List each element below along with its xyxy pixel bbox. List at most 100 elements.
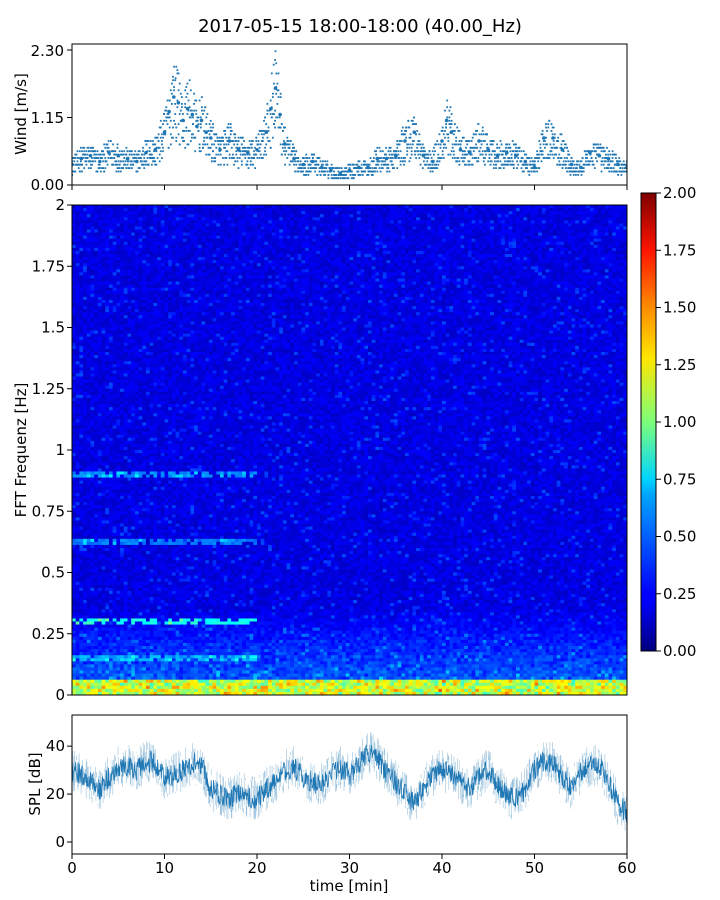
spectrogram-cell bbox=[127, 238, 132, 243]
spectrogram-cell bbox=[105, 437, 110, 442]
spectrogram-cell bbox=[101, 597, 106, 601]
wind-sample bbox=[173, 65, 175, 68]
spectrogram-cell bbox=[109, 324, 114, 328]
spectrogram-cell bbox=[94, 315, 99, 319]
spectrogram-cell bbox=[131, 499, 136, 503]
spectrogram-cell bbox=[94, 370, 99, 374]
spectrogram-cell bbox=[116, 471, 121, 475]
wind-sample bbox=[119, 160, 122, 163]
spectrogram-cell bbox=[83, 621, 88, 625]
spectrogram-cell bbox=[131, 303, 136, 307]
wind-sample bbox=[430, 157, 433, 159]
spectrogram-cell bbox=[86, 223, 91, 227]
spectrogram-cell bbox=[97, 410, 102, 414]
wind-sample bbox=[563, 163, 566, 166]
spectrogram-cell bbox=[105, 235, 110, 240]
wind-sample bbox=[457, 157, 460, 159]
wind-sample bbox=[476, 146, 478, 149]
spectrogram-cell bbox=[120, 244, 125, 249]
spectrogram-cell bbox=[72, 345, 77, 350]
spectrogram-cell bbox=[72, 205, 77, 209]
spectrogram-cell bbox=[127, 208, 132, 212]
wind-sample bbox=[601, 146, 604, 149]
spectrogram-cell bbox=[79, 379, 84, 384]
wind-sample bbox=[314, 167, 316, 169]
spectrogram-cell bbox=[90, 621, 95, 625]
spectrogram-cell bbox=[105, 688, 110, 693]
spectrogram-cell bbox=[131, 370, 136, 374]
spectrogram-cell bbox=[120, 609, 125, 613]
spectrogram-cell bbox=[86, 211, 91, 215]
spectrogram-cell bbox=[123, 388, 128, 393]
spectrogram-cell bbox=[75, 685, 80, 690]
spectrogram-cell bbox=[90, 541, 95, 546]
spectrogram-cell bbox=[79, 682, 84, 687]
wind-sample bbox=[81, 170, 83, 173]
wind-sample bbox=[359, 167, 362, 169]
spectrogram-cell bbox=[97, 281, 102, 286]
wind-sample bbox=[276, 82, 279, 85]
spectrogram-cell bbox=[112, 474, 117, 478]
spectrogram-cell bbox=[79, 296, 84, 301]
wind-sample bbox=[489, 163, 492, 166]
wind-sample bbox=[162, 146, 164, 149]
spectrogram-cell bbox=[86, 520, 91, 524]
wind-sample bbox=[616, 160, 618, 163]
wind-sample bbox=[203, 130, 205, 132]
spectrogram-cell bbox=[123, 633, 128, 638]
spectrogram-cell bbox=[116, 544, 121, 549]
wind-sample bbox=[284, 163, 286, 166]
spectrogram-cell bbox=[86, 658, 91, 662]
spectrogram-cell bbox=[131, 554, 136, 558]
spectrogram-cell bbox=[123, 241, 128, 246]
spectrogram-cell bbox=[86, 425, 91, 429]
spectrogram-cell bbox=[116, 278, 121, 282]
spectrogram-cell bbox=[101, 410, 106, 414]
wind-sample bbox=[324, 174, 326, 176]
wind-sample bbox=[259, 153, 262, 156]
spectrogram-cell bbox=[116, 309, 121, 313]
wind-sample bbox=[80, 146, 82, 149]
spectrogram-cell bbox=[90, 606, 95, 610]
wind-sample bbox=[338, 167, 341, 169]
spectrogram-cell bbox=[86, 309, 91, 313]
spectrogram-cell bbox=[131, 376, 136, 380]
spectrogram-cell bbox=[109, 636, 114, 641]
spectrogram-cell bbox=[72, 649, 77, 653]
spectrogram-cell bbox=[131, 275, 136, 279]
spectrogram-cell bbox=[116, 269, 121, 273]
spectrogram-cell bbox=[90, 352, 95, 356]
spectrogram-cell bbox=[83, 401, 88, 405]
wind-sample bbox=[162, 123, 164, 125]
wind-sample bbox=[270, 72, 273, 75]
wind-sample bbox=[612, 167, 615, 169]
spectrogram-cell bbox=[97, 691, 102, 696]
spectrogram-cell bbox=[75, 229, 80, 233]
spectrogram-cell bbox=[97, 477, 102, 482]
spectrogram-cell bbox=[116, 315, 121, 319]
spectrogram-cell bbox=[79, 624, 84, 629]
wind-sample bbox=[595, 150, 597, 153]
wind-sample bbox=[184, 103, 187, 105]
spectrogram-cell bbox=[97, 336, 102, 341]
wind-sample bbox=[369, 167, 372, 169]
spectrogram-cell bbox=[134, 339, 139, 344]
spectrogram-cell bbox=[131, 514, 136, 518]
spectrogram-cell bbox=[123, 523, 128, 527]
wind-sample bbox=[572, 167, 575, 169]
spectrogram-cell bbox=[120, 523, 125, 527]
wind-sample bbox=[193, 92, 195, 95]
spectrogram-cell bbox=[83, 226, 88, 230]
spectrogram-cell bbox=[116, 437, 121, 442]
wind-sample bbox=[115, 153, 118, 156]
spectrogram-cell bbox=[116, 587, 121, 592]
spectrogram-cell bbox=[97, 352, 102, 356]
wind-sample bbox=[606, 157, 608, 159]
spectrogram-cell bbox=[75, 581, 80, 586]
spectrogram-cell bbox=[120, 560, 125, 564]
spectrogram-cell bbox=[120, 407, 125, 411]
spectrogram-cell bbox=[105, 388, 110, 393]
wind-sample bbox=[418, 140, 421, 142]
spectrogram-cell bbox=[134, 453, 139, 457]
spectrogram-cell bbox=[101, 290, 106, 295]
